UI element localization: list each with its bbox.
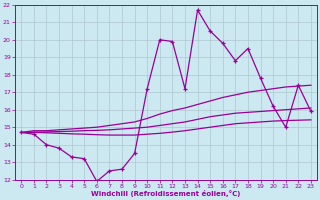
X-axis label: Windchill (Refroidissement éolien,°C): Windchill (Refroidissement éolien,°C) (92, 190, 241, 197)
